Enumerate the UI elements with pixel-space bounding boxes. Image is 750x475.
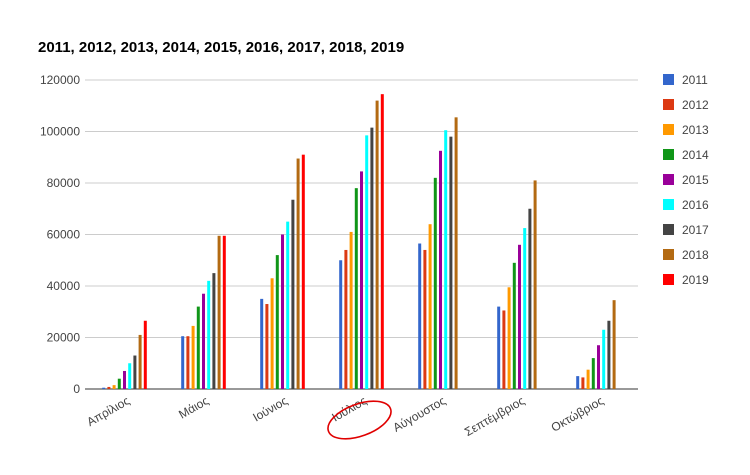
bar-2017 — [291, 199, 295, 389]
chart-title: 2011, 2012, 2013, 2014, 2015, 2016, 2017… — [38, 39, 405, 56]
bar-2013 — [428, 224, 432, 389]
legend-label: 2011 — [682, 73, 708, 87]
legend-label: 2013 — [682, 123, 709, 137]
bar-2014 — [512, 262, 516, 389]
x-tick-label: Σεπτέμβριος — [462, 393, 527, 439]
bar-2018 — [217, 235, 221, 389]
bar-2013 — [586, 369, 590, 389]
bar-2017 — [212, 273, 216, 389]
bar-2017 — [449, 136, 453, 389]
x-tick-label: Οκτώβριος — [549, 393, 607, 434]
bar-2017 — [607, 320, 611, 389]
y-tick-label: 20000 — [47, 331, 81, 345]
legend-label: 2014 — [682, 148, 709, 162]
x-tick-label: Μάιος — [176, 393, 211, 421]
legend-swatch — [663, 99, 674, 110]
y-tick-label: 60000 — [47, 228, 81, 242]
bar-2011 — [418, 243, 422, 389]
bar-2018 — [612, 300, 616, 389]
bar-2013 — [349, 231, 353, 389]
legend-swatch — [663, 199, 674, 210]
bar-2012 — [186, 336, 190, 389]
bar-2019 — [380, 94, 384, 389]
bar-2011 — [497, 306, 501, 389]
bar-2012 — [502, 310, 506, 389]
bar-2013 — [507, 287, 511, 389]
bar-2015 — [123, 370, 126, 389]
bar-2016 — [207, 280, 211, 389]
bar-2016 — [128, 363, 132, 389]
bar-2018 — [375, 100, 379, 389]
bar-2017 — [133, 355, 137, 389]
bar-2015 — [202, 293, 205, 389]
legend-label: 2017 — [682, 223, 709, 237]
bar-2019 — [143, 320, 147, 389]
bar-2016 — [444, 130, 448, 389]
bar-2015 — [439, 150, 442, 389]
bar-2015 — [281, 234, 284, 389]
bar-2014 — [275, 255, 279, 389]
y-tick-label: 80000 — [47, 176, 81, 190]
legend-swatch — [663, 224, 674, 235]
x-tick-label: Ιούλιος — [329, 393, 369, 424]
legend-label: 2018 — [682, 248, 709, 262]
bar-2012 — [265, 304, 269, 389]
bar-2016 — [523, 228, 527, 389]
bar-2014 — [433, 177, 437, 389]
bar-2018 — [454, 117, 458, 390]
x-tick-label: Αύγουστος — [391, 393, 449, 434]
bar-2013 — [270, 278, 274, 389]
bar-2014 — [117, 378, 121, 389]
y-tick-label: 0 — [73, 382, 80, 396]
legend-swatch — [663, 249, 674, 260]
bar-2019 — [222, 235, 226, 389]
bar-2015 — [518, 244, 521, 389]
y-tick-label: 100000 — [40, 125, 80, 139]
bar-2014 — [196, 306, 200, 389]
bar-2011 — [576, 376, 580, 389]
bar-2015 — [597, 345, 600, 389]
legend-label: 2012 — [682, 98, 709, 112]
bar-2018 — [138, 334, 142, 389]
legend-swatch — [663, 149, 674, 160]
bar-2012 — [581, 377, 585, 389]
bar-2015 — [360, 171, 363, 389]
bar-2017 — [370, 127, 374, 389]
legend-swatch — [663, 124, 674, 135]
bar-2011 — [339, 260, 343, 389]
bar-2011 — [260, 298, 264, 389]
bar-2013 — [112, 385, 116, 389]
legend-label: 2015 — [682, 173, 709, 187]
bar-2016 — [365, 135, 369, 389]
legend-swatch — [663, 274, 674, 285]
bar-2013 — [191, 325, 195, 389]
bar-2012 — [344, 249, 348, 389]
y-tick-label: 40000 — [47, 279, 81, 293]
x-tick-label: Ιούνιος — [250, 393, 290, 424]
bar-2012 — [423, 249, 427, 389]
legend-swatch — [663, 74, 674, 85]
bar-2016 — [602, 329, 606, 389]
bar-2017 — [528, 208, 532, 389]
bar-2018 — [296, 158, 300, 389]
y-tick-label: 120000 — [40, 73, 80, 87]
bar-2011 — [102, 387, 106, 389]
bar-2012 — [107, 386, 111, 389]
bar-2019 — [301, 154, 305, 389]
bar-2016 — [286, 221, 290, 389]
highlight-ellipse — [327, 400, 392, 440]
bar-2014 — [354, 188, 358, 389]
x-tick-label: Απρίλιος — [84, 393, 132, 429]
legend-label: 2019 — [682, 273, 709, 287]
legend-label: 2016 — [682, 198, 709, 212]
bar-2011 — [181, 336, 185, 389]
bar-2018 — [533, 180, 537, 389]
bar-2014 — [591, 358, 595, 389]
legend-swatch — [663, 174, 674, 185]
